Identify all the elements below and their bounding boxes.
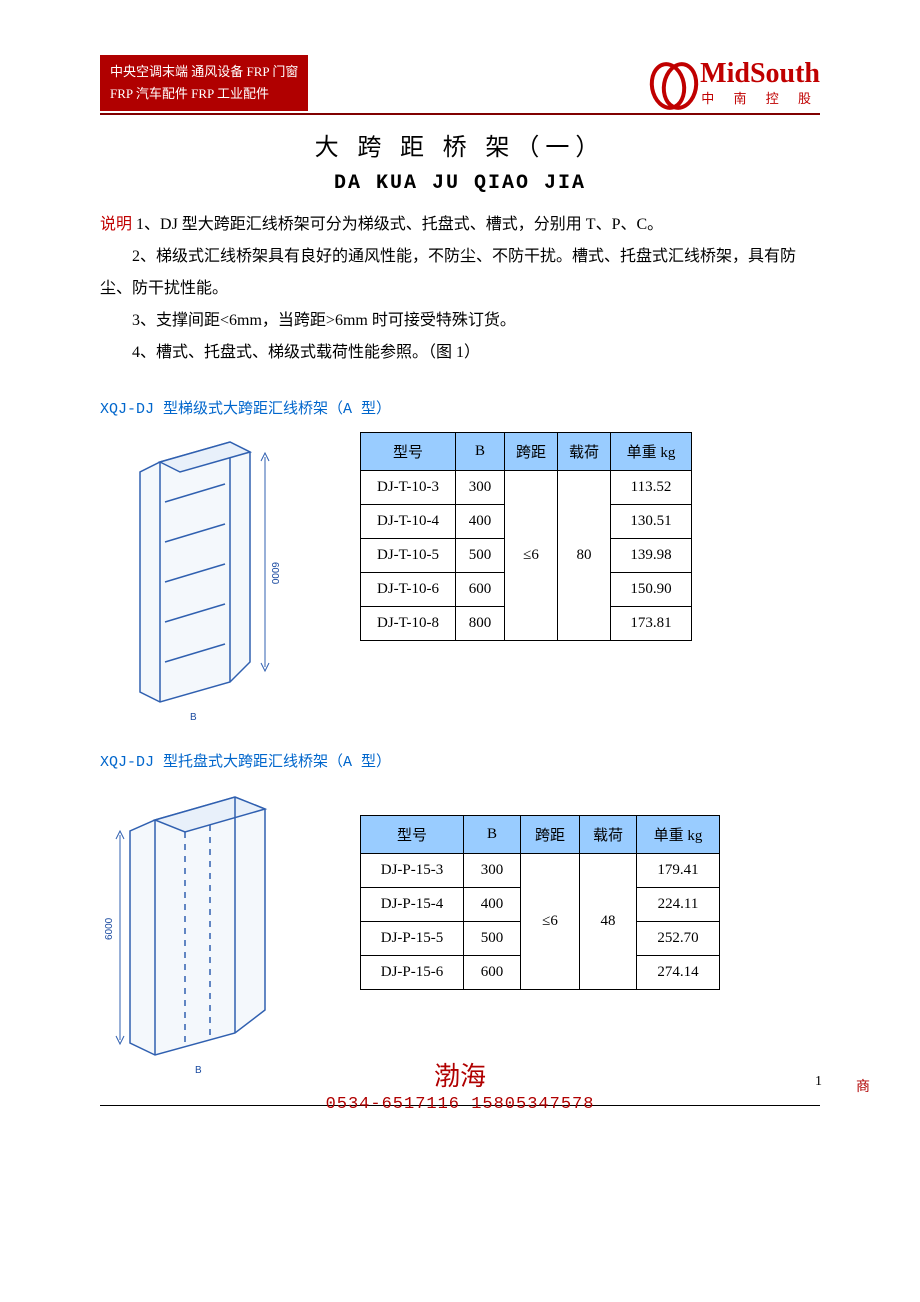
load-cell: 80 bbox=[558, 471, 611, 641]
desc-p3: 3、支撑间距<6mm，当跨距>6mm 时可接受特殊订货。 bbox=[100, 305, 820, 337]
spec-table-1: 型号 B 跨距 载荷 单重 kg DJ-T-10-3 300 ≤6 80 113… bbox=[360, 432, 692, 641]
spec-table-2: 型号 B 跨距 载荷 单重 kg DJ-P-15-3 300 ≤6 48 179… bbox=[360, 815, 720, 990]
company-logo: MidSouth 中 南 控 股 bbox=[648, 60, 820, 107]
load-cell: 48 bbox=[580, 854, 637, 990]
svg-text:B: B bbox=[190, 712, 197, 722]
product-category-box: 中央空调末端 通风设备 FRP 门窗 FRP 汽车配件 FRP 工业配件 bbox=[100, 55, 308, 111]
footer-phones: 0534-6517116 15805347578 bbox=[0, 1095, 920, 1114]
logo-sub-text: 中 南 控 股 bbox=[700, 88, 820, 107]
section2: 6000 B 型号 B 跨距 载荷 单重 kg DJ-P-15-3 300 ≤6… bbox=[100, 785, 820, 1075]
col-load: 载荷 bbox=[580, 816, 637, 854]
header: 中央空调末端 通风设备 FRP 门窗 FRP 汽车配件 FRP 工业配件 Mid… bbox=[100, 55, 820, 115]
col-weight: 单重 kg bbox=[637, 816, 720, 854]
col-model: 型号 bbox=[361, 816, 464, 854]
red-box-line2: FRP 汽车配件 FRP 工业配件 bbox=[110, 83, 298, 105]
col-span: 跨距 bbox=[505, 433, 558, 471]
page-number: 1 bbox=[815, 1074, 822, 1090]
dim-6000-2: 6000 bbox=[104, 918, 115, 941]
page-subtitle: DA KUA JU QIAO JIA bbox=[100, 172, 820, 195]
logo-main-text: MidSouth bbox=[700, 60, 820, 88]
col-b: B bbox=[456, 433, 505, 471]
page-title: 大 跨 距 桥 架（一） bbox=[100, 127, 820, 162]
desc-p1: 1、DJ 型大跨距汇线桥架可分为梯级式、托盘式、槽式，分别用 T、P、C。 bbox=[132, 216, 663, 233]
dim-6000: 6000 bbox=[269, 562, 280, 585]
span-cell: ≤6 bbox=[521, 854, 580, 990]
footer: 渤海 0534-6517116 15805347578 bbox=[0, 1056, 920, 1114]
table-row: DJ-T-10-3 300 ≤6 80 113.52 bbox=[361, 471, 692, 505]
description-block: 说明 1、DJ 型大跨距汇线桥架可分为梯级式、托盘式、槽式，分别用 T、P、C。… bbox=[100, 209, 820, 369]
footer-calligraphy: 渤海 bbox=[434, 1062, 486, 1091]
desc-p4: 4、槽式、托盘式、梯级式载荷性能参照。（图 1） bbox=[100, 337, 820, 369]
tray-diagram: 6000 B bbox=[100, 785, 320, 1075]
red-box-line1: 中央空调末端 通风设备 FRP 门窗 bbox=[110, 61, 298, 83]
col-load: 载荷 bbox=[558, 433, 611, 471]
section1: 6000 B 型号 B 跨距 载荷 单重 kg DJ-T-10-3 300 ≤6… bbox=[100, 432, 820, 722]
footer-right-char: 商 bbox=[856, 1076, 870, 1096]
desc-p2: 2、梯级式汇线桥架具有良好的通风性能，不防尘、不防干扰。槽式、托盘式汇线桥架，具… bbox=[100, 241, 820, 305]
section1-heading: XQJ-DJ 型梯级式大跨距汇线桥架（A 型） bbox=[100, 397, 820, 418]
section2-heading: XQJ-DJ 型托盘式大跨距汇线桥架（A 型） bbox=[100, 750, 820, 771]
span-cell: ≤6 bbox=[505, 471, 558, 641]
col-span: 跨距 bbox=[521, 816, 580, 854]
col-weight: 单重 kg bbox=[611, 433, 692, 471]
table-row: DJ-P-15-3 300 ≤6 48 179.41 bbox=[361, 854, 720, 888]
col-model: 型号 bbox=[361, 433, 456, 471]
shuoming-label: 说明 bbox=[100, 216, 132, 233]
ladder-diagram: 6000 B bbox=[100, 432, 320, 722]
logo-mark-icon bbox=[648, 60, 694, 106]
col-b: B bbox=[464, 816, 521, 854]
